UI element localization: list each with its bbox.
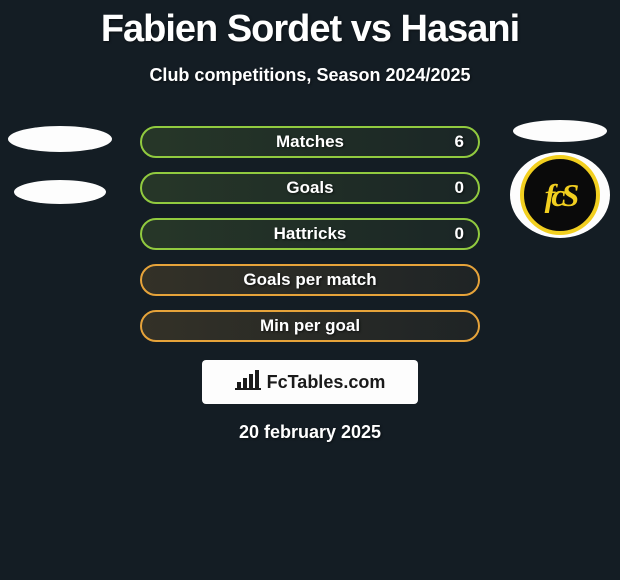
comparison-title: Fabien Sordet vs Hasani bbox=[0, 0, 620, 51]
stat-value: 6 bbox=[455, 132, 464, 152]
stat-value: 0 bbox=[455, 224, 464, 244]
stat-bars: Matches 6 Goals 0 Hattricks 0 Goals per … bbox=[140, 126, 480, 342]
stat-label: Matches bbox=[276, 132, 344, 152]
stat-value: 0 bbox=[455, 178, 464, 198]
comparison-content: fcS Matches 6 Goals 0 Hattricks 0 Goals … bbox=[0, 126, 620, 443]
placeholder-badge-icon bbox=[513, 120, 607, 142]
stat-bar-hattricks: Hattricks 0 bbox=[140, 218, 480, 250]
brand-text: FcTables.com bbox=[267, 372, 386, 393]
bar-chart-icon bbox=[235, 370, 263, 395]
club-logo-text: fcS bbox=[545, 179, 576, 211]
stat-bar-min-per-goal: Min per goal bbox=[140, 310, 480, 342]
left-player-badges bbox=[8, 126, 112, 204]
stat-bar-goals: Goals 0 bbox=[140, 172, 480, 204]
placeholder-badge-icon bbox=[14, 180, 106, 204]
placeholder-badge-icon bbox=[8, 126, 112, 152]
right-player-badges: fcS bbox=[510, 120, 610, 238]
club-logo: fcS bbox=[510, 152, 610, 238]
brand-logo: FcTables.com bbox=[202, 360, 418, 404]
stat-bar-matches: Matches 6 bbox=[140, 126, 480, 158]
stat-label: Hattricks bbox=[274, 224, 347, 244]
stat-label: Goals per match bbox=[243, 270, 376, 290]
stat-bar-goals-per-match: Goals per match bbox=[140, 264, 480, 296]
comparison-subtitle: Club competitions, Season 2024/2025 bbox=[0, 65, 620, 86]
snapshot-date: 20 february 2025 bbox=[0, 422, 620, 443]
stat-label: Min per goal bbox=[260, 316, 360, 336]
club-logo-inner: fcS bbox=[520, 155, 600, 235]
stat-label: Goals bbox=[286, 178, 333, 198]
